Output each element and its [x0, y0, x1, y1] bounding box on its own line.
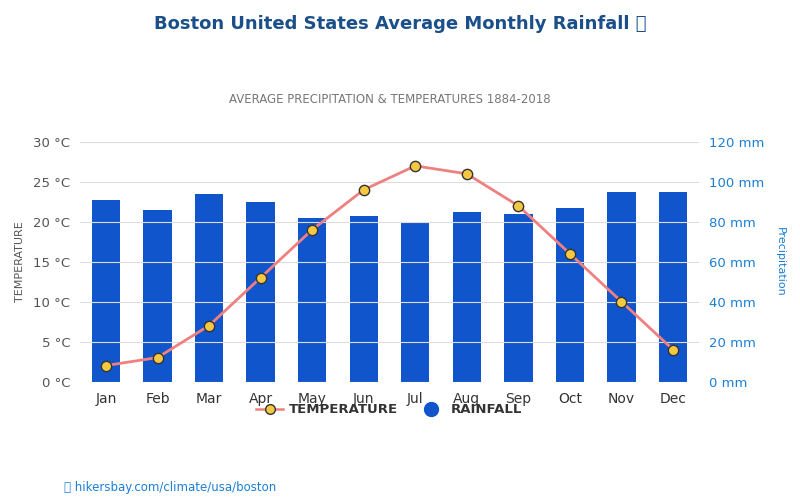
Bar: [504, 214, 533, 382]
Bar: [607, 192, 636, 382]
Bar: [659, 192, 687, 382]
Point: [615, 298, 628, 306]
Bar: [401, 222, 430, 382]
Bar: [556, 208, 584, 382]
Point: [409, 162, 422, 170]
Bar: [350, 216, 378, 382]
Point: [666, 346, 679, 354]
Point: [202, 322, 215, 330]
Point: [512, 202, 525, 210]
Y-axis label: TEMPERATURE: TEMPERATURE: [15, 222, 25, 302]
Text: 📍 hikersbay.com/climate/usa/boston: 📍 hikersbay.com/climate/usa/boston: [64, 481, 276, 494]
Point: [306, 226, 318, 234]
Bar: [92, 200, 120, 382]
Y-axis label: Precipitation: Precipitation: [775, 227, 785, 296]
Point: [461, 170, 474, 178]
Legend: TEMPERATURE, RAINFALL: TEMPERATURE, RAINFALL: [251, 398, 528, 421]
Bar: [246, 202, 274, 382]
Point: [99, 362, 112, 370]
Bar: [143, 210, 172, 382]
Point: [358, 186, 370, 194]
Point: [254, 274, 267, 281]
Title: AVERAGE PRECIPITATION & TEMPERATURES 1884-2018: AVERAGE PRECIPITATION & TEMPERATURES 188…: [229, 93, 550, 106]
Point: [563, 250, 576, 258]
Bar: [453, 212, 481, 382]
Bar: [298, 218, 326, 382]
Text: Boston United States Average Monthly Rainfall 🌧: Boston United States Average Monthly Rai…: [154, 15, 646, 33]
Point: [151, 354, 164, 362]
Bar: [195, 194, 223, 382]
